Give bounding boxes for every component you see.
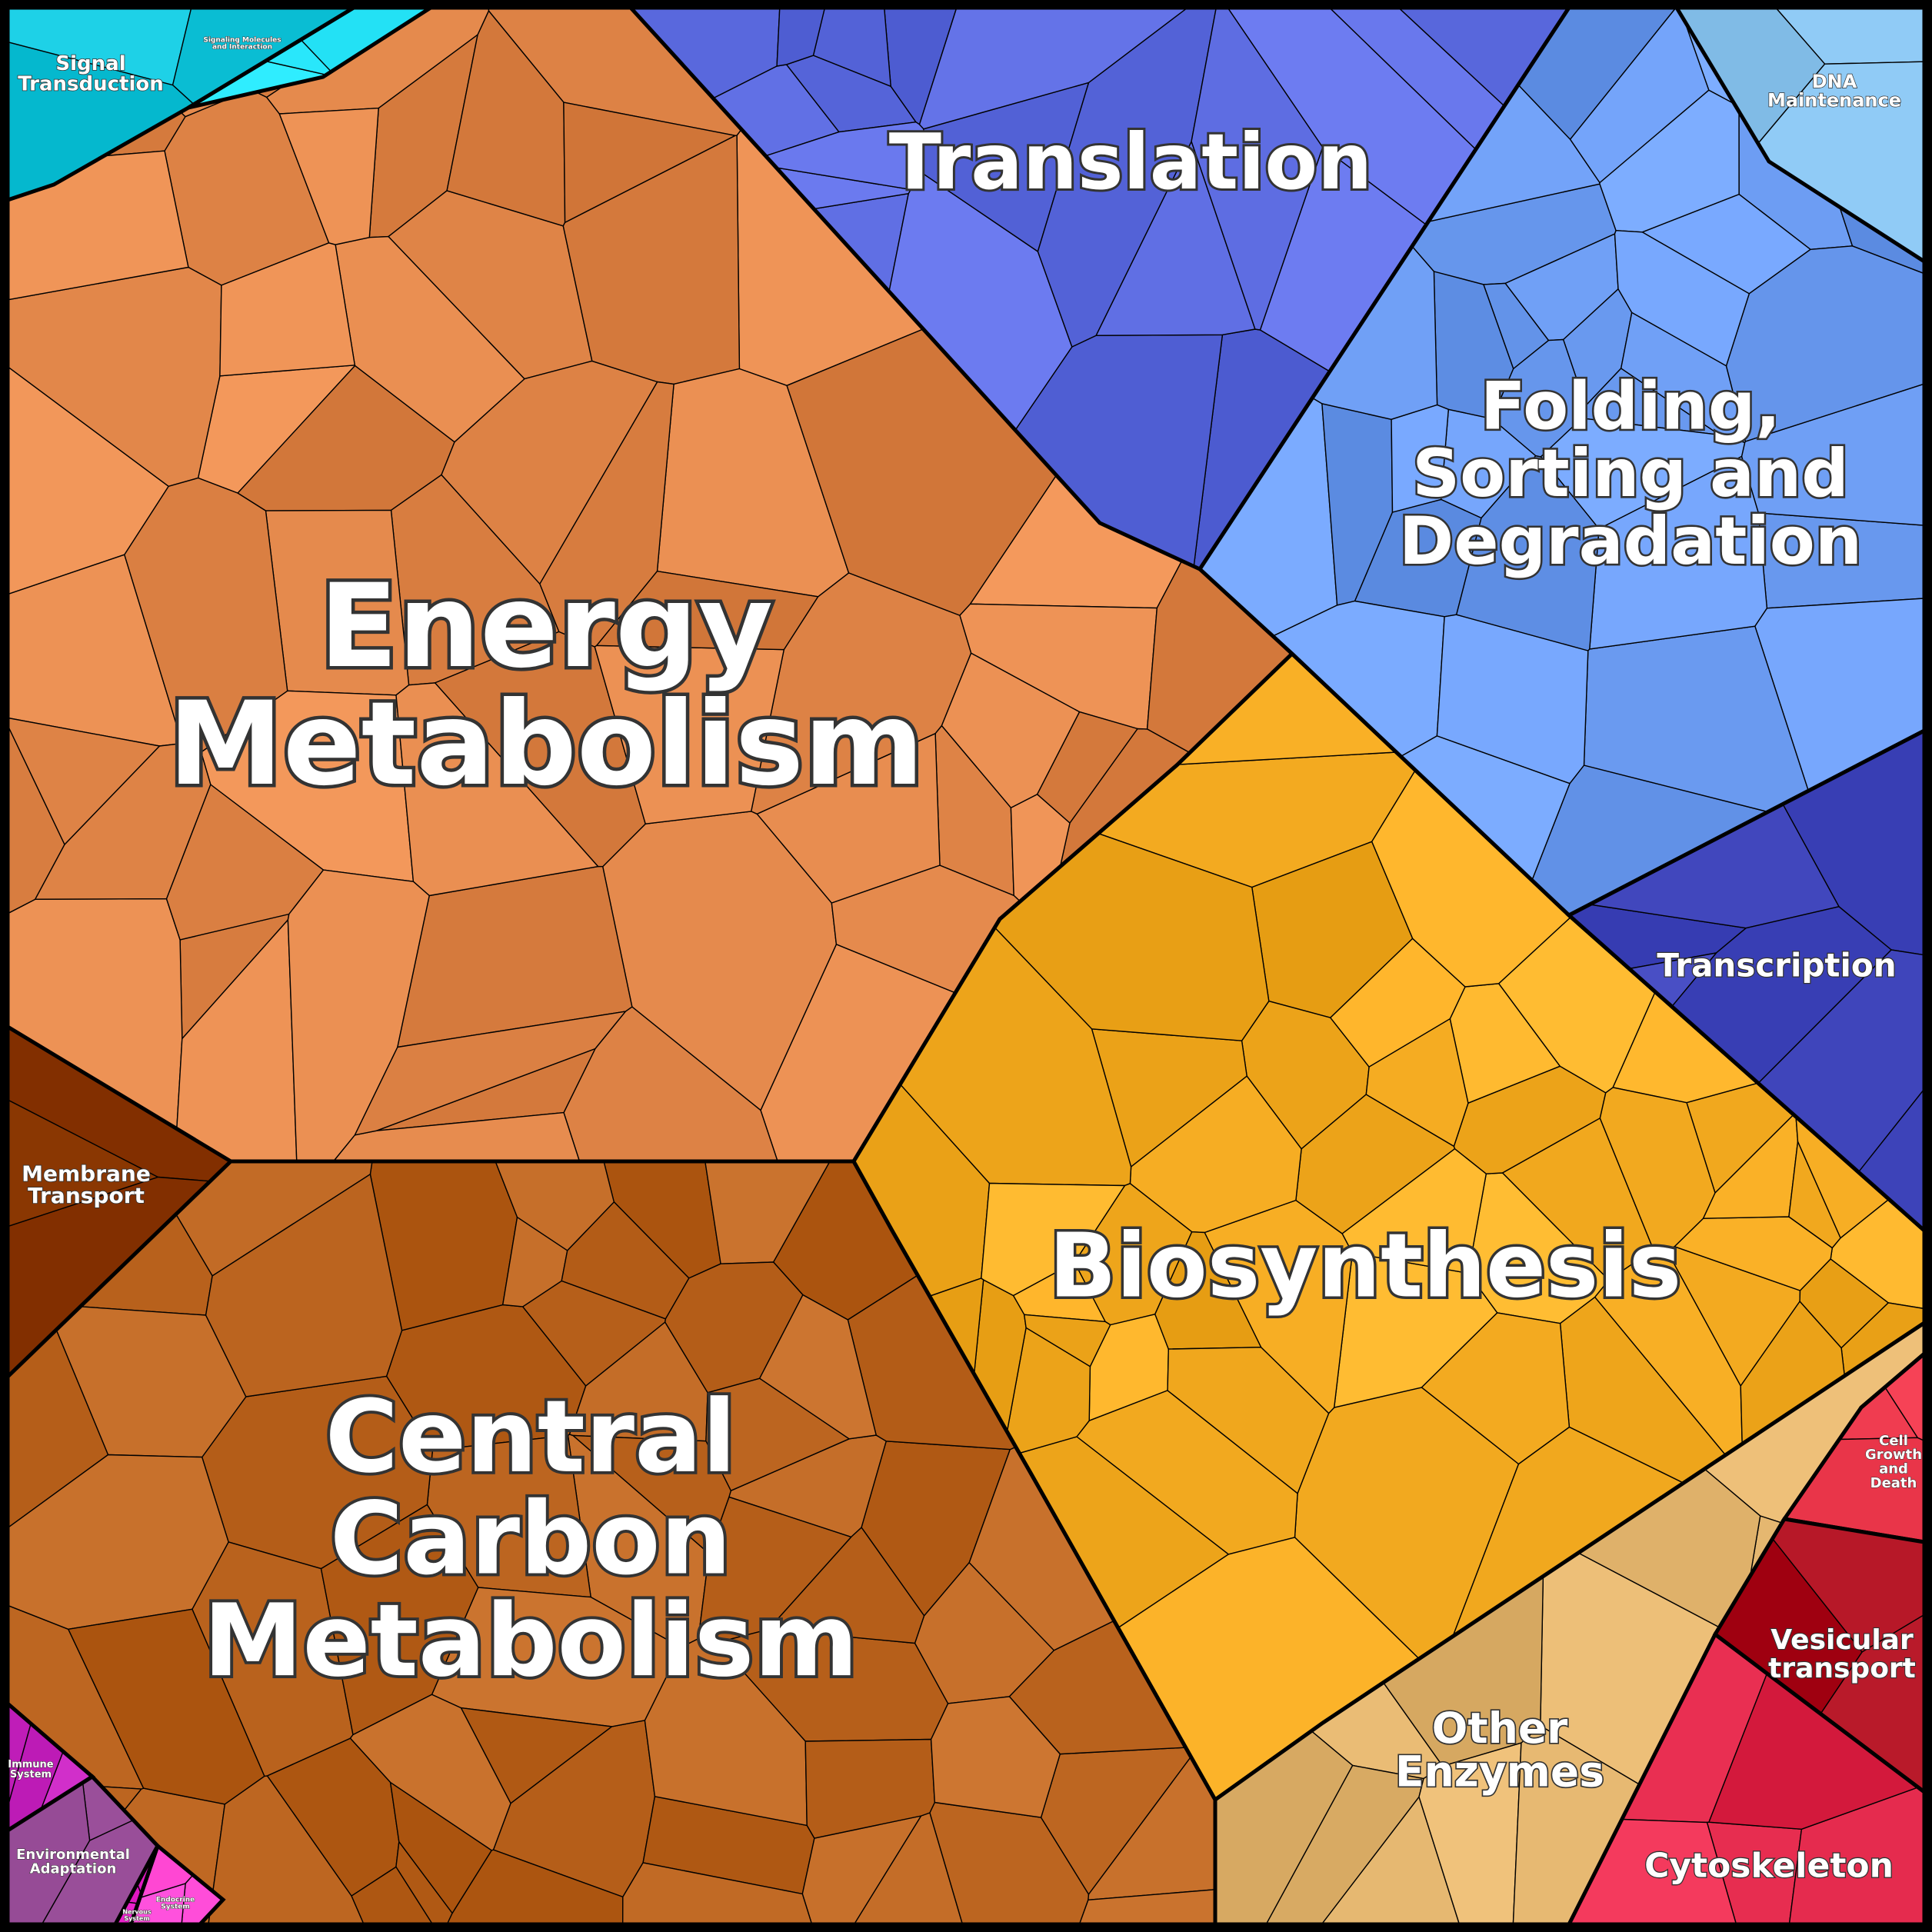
category-labels: Energy Metabolism Central Carbon Metabolism B…	[8, 36, 1923, 1922]
cell-energy	[354, 1011, 627, 1136]
cell-biosynthesis	[1023, 1314, 1111, 1367]
cell-energy	[594, 645, 785, 824]
cell-biosynthesis	[1421, 1312, 1571, 1465]
outline-nervous	[112, 1844, 160, 1927]
label-nervous: Nervous System	[122, 1909, 151, 1922]
cell-folding	[1614, 229, 1750, 367]
outline-transcription	[1565, 727, 1927, 1235]
cell-energy	[219, 242, 356, 377]
cell-energy	[278, 107, 379, 245]
label-cytoskeleton: Cytoskeleton	[1644, 1846, 1894, 1885]
cell-folding	[1455, 455, 1600, 651]
cell-energy	[287, 869, 430, 1162]
cell-biosynthesis	[1167, 1346, 1330, 1494]
cell-folding	[1491, 338, 1587, 458]
cell-biosynthesis	[1365, 1018, 1469, 1148]
outline-signal	[5, 5, 361, 203]
cell-energy	[563, 102, 738, 224]
outline-biosynthesis	[851, 651, 1927, 1803]
cell-central	[571, 1434, 732, 1555]
label-central: Central Carbon Metabolism	[203, 1378, 858, 1699]
label-membrane: Membrane Transport	[22, 1161, 151, 1209]
cell-central	[349, 1694, 511, 1851]
label-translation: Translation	[889, 117, 1372, 207]
label-endocrine: Endocrine System	[156, 1897, 195, 1911]
outline-membrane	[5, 1023, 235, 1381]
label-energy: Energy Metabolism	[168, 560, 924, 811]
cell-folding	[1504, 233, 1619, 341]
label-dna: DNA Maintenance	[1767, 71, 1901, 111]
cell-central	[205, 1173, 403, 1397]
label-folding: Folding, Sorting and Degradation	[1399, 368, 1862, 579]
cell-folding	[1391, 404, 1450, 513]
outline-cytoskeleton	[1565, 1631, 1927, 1927]
cell-central	[930, 1696, 1061, 1818]
cell-biosynthesis	[981, 1182, 1126, 1297]
cell-central	[67, 1608, 265, 1805]
label-transcription: Transcription	[1657, 947, 1896, 984]
label-cell-growth: Cell Growth and Death	[1865, 1433, 1922, 1491]
label-signaling-mol: Signaling Molecules and Interaction	[203, 37, 281, 52]
label-biosynthesis: Biosynthesis	[1049, 1214, 1682, 1317]
label-signal: Signal Transduction	[18, 52, 163, 96]
cell-central	[758, 1294, 878, 1440]
label-vesicular: Vesicular transport	[1768, 1624, 1916, 1684]
outline-dna	[1673, 5, 1927, 265]
label-immune: Immune System	[8, 1759, 53, 1780]
cell-energy	[941, 652, 1081, 809]
label-environmental: Environmental Adaptation	[16, 1847, 130, 1877]
cell-energy	[34, 742, 212, 900]
cell-biosynthesis	[1341, 1148, 1487, 1274]
outline-signaling-mol	[187, 5, 438, 110]
label-other-enzymes: Other Enzymes	[1395, 1704, 1604, 1796]
cell-energy	[595, 570, 819, 651]
subcategory-cells	[5, 5, 1927, 1927]
